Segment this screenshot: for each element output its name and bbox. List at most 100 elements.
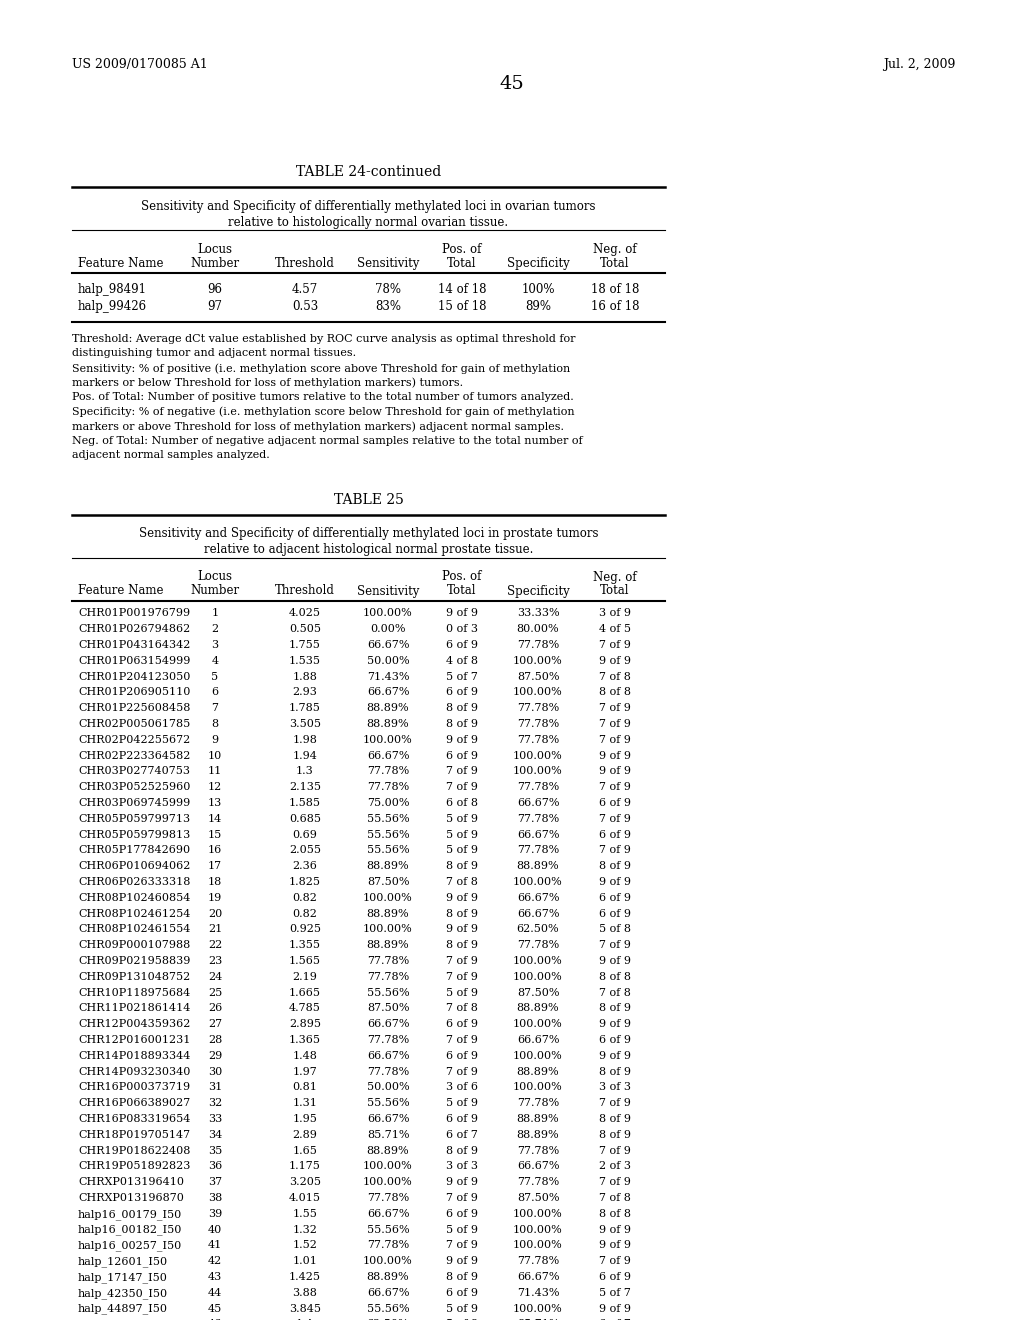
Text: 43: 43 xyxy=(208,1272,222,1282)
Text: 100.00%: 100.00% xyxy=(513,1304,563,1313)
Text: 80.00%: 80.00% xyxy=(517,624,559,635)
Text: 6 of 9: 6 of 9 xyxy=(599,908,631,919)
Text: 55.56%: 55.56% xyxy=(367,846,410,855)
Text: 77.78%: 77.78% xyxy=(517,640,559,649)
Text: 0 of 3: 0 of 3 xyxy=(446,624,478,635)
Text: 66.67%: 66.67% xyxy=(367,640,410,649)
Text: 66.67%: 66.67% xyxy=(517,892,559,903)
Text: 77.78%: 77.78% xyxy=(517,1257,559,1266)
Text: Threshold: Average dCt value established by ROC curve analysis as optimal thresh: Threshold: Average dCt value established… xyxy=(72,334,575,345)
Text: 77.78%: 77.78% xyxy=(367,956,410,966)
Text: 1.825: 1.825 xyxy=(289,876,321,887)
Text: 29: 29 xyxy=(208,1051,222,1061)
Text: 37: 37 xyxy=(208,1177,222,1187)
Text: 9 of 9: 9 of 9 xyxy=(446,735,478,744)
Text: 7 of 9: 7 of 9 xyxy=(446,783,478,792)
Text: 100.00%: 100.00% xyxy=(364,924,413,935)
Text: 88.89%: 88.89% xyxy=(367,1146,410,1156)
Text: 8 of 9: 8 of 9 xyxy=(446,704,478,713)
Text: 66.67%: 66.67% xyxy=(367,1019,410,1030)
Text: halp_44897_I50: halp_44897_I50 xyxy=(78,1304,168,1315)
Text: relative to adjacent histological normal prostate tissue.: relative to adjacent histological normal… xyxy=(204,544,534,557)
Text: Threshold: Threshold xyxy=(275,585,335,598)
Text: 0.69: 0.69 xyxy=(293,830,317,840)
Text: 3 of 3: 3 of 3 xyxy=(446,1162,478,1171)
Text: 7 of 9: 7 of 9 xyxy=(599,735,631,744)
Text: CHR08P102461554: CHR08P102461554 xyxy=(78,924,190,935)
Text: 6 of 9: 6 of 9 xyxy=(446,1209,478,1218)
Text: 78%: 78% xyxy=(375,282,401,296)
Text: 7 of 9: 7 of 9 xyxy=(446,956,478,966)
Text: 0.53: 0.53 xyxy=(292,300,318,313)
Text: 26: 26 xyxy=(208,1003,222,1014)
Text: 23: 23 xyxy=(208,956,222,966)
Text: relative to histologically normal ovarian tissue.: relative to histologically normal ovaria… xyxy=(228,216,509,228)
Text: 1.175: 1.175 xyxy=(289,1162,321,1171)
Text: CHR09P131048752: CHR09P131048752 xyxy=(78,972,190,982)
Text: 14 of 18: 14 of 18 xyxy=(437,282,486,296)
Text: 9 of 9: 9 of 9 xyxy=(599,956,631,966)
Text: 55.56%: 55.56% xyxy=(367,814,410,824)
Text: CHR16P000373719: CHR16P000373719 xyxy=(78,1082,190,1093)
Text: 9 of 9: 9 of 9 xyxy=(599,1225,631,1234)
Text: 17: 17 xyxy=(208,861,222,871)
Text: 15: 15 xyxy=(208,830,222,840)
Text: Neg. of: Neg. of xyxy=(593,570,637,583)
Text: 66.67%: 66.67% xyxy=(517,1272,559,1282)
Text: 1.88: 1.88 xyxy=(293,672,317,681)
Text: 3 of 3: 3 of 3 xyxy=(599,1082,631,1093)
Text: 2.135: 2.135 xyxy=(289,783,321,792)
Text: halp_42350_I50: halp_42350_I50 xyxy=(78,1288,168,1299)
Text: 30: 30 xyxy=(208,1067,222,1077)
Text: 3.845: 3.845 xyxy=(289,1304,321,1313)
Text: 8 of 9: 8 of 9 xyxy=(599,1003,631,1014)
Text: 7 of 9: 7 of 9 xyxy=(599,1098,631,1109)
Text: CHR05P059799813: CHR05P059799813 xyxy=(78,830,190,840)
Text: 44: 44 xyxy=(208,1288,222,1298)
Text: 85.71%: 85.71% xyxy=(367,1130,410,1140)
Text: 77.78%: 77.78% xyxy=(517,814,559,824)
Text: 16: 16 xyxy=(208,846,222,855)
Text: 88.89%: 88.89% xyxy=(367,704,410,713)
Text: 8 of 8: 8 of 8 xyxy=(599,1209,631,1218)
Text: halp16_00257_I50: halp16_00257_I50 xyxy=(78,1241,182,1251)
Text: 7 of 9: 7 of 9 xyxy=(599,940,631,950)
Text: 4: 4 xyxy=(211,656,218,665)
Text: CHRXP013196410: CHRXP013196410 xyxy=(78,1177,184,1187)
Text: 7 of 8: 7 of 8 xyxy=(599,987,631,998)
Text: 88.89%: 88.89% xyxy=(367,861,410,871)
Text: Number: Number xyxy=(190,585,240,598)
Text: 9 of 9: 9 of 9 xyxy=(599,1304,631,1313)
Text: 7 of 9: 7 of 9 xyxy=(599,704,631,713)
Text: 24: 24 xyxy=(208,972,222,982)
Text: 87.50%: 87.50% xyxy=(517,1193,559,1203)
Text: 2 of 3: 2 of 3 xyxy=(599,1162,631,1171)
Text: 87.50%: 87.50% xyxy=(517,672,559,681)
Text: 1.355: 1.355 xyxy=(289,940,321,950)
Text: CHR06P026333318: CHR06P026333318 xyxy=(78,876,190,887)
Text: 8 of 9: 8 of 9 xyxy=(446,719,478,729)
Text: 77.78%: 77.78% xyxy=(517,735,559,744)
Text: 9 of 9: 9 of 9 xyxy=(599,876,631,887)
Text: 77.78%: 77.78% xyxy=(517,719,559,729)
Text: 2: 2 xyxy=(211,624,218,635)
Text: 1.535: 1.535 xyxy=(289,656,321,665)
Text: 66.67%: 66.67% xyxy=(517,1162,559,1171)
Text: CHR02P005061785: CHR02P005061785 xyxy=(78,719,190,729)
Text: 71.43%: 71.43% xyxy=(367,672,410,681)
Text: 88.89%: 88.89% xyxy=(517,1130,559,1140)
Text: CHR03P069745999: CHR03P069745999 xyxy=(78,799,190,808)
Text: halp_99426: halp_99426 xyxy=(78,300,147,313)
Text: 77.78%: 77.78% xyxy=(517,1098,559,1109)
Text: 9 of 9: 9 of 9 xyxy=(599,751,631,760)
Text: 9 of 9: 9 of 9 xyxy=(446,924,478,935)
Text: CHR16P083319654: CHR16P083319654 xyxy=(78,1114,190,1125)
Text: 55.56%: 55.56% xyxy=(367,987,410,998)
Text: 16 of 18: 16 of 18 xyxy=(591,300,639,313)
Text: 66.67%: 66.67% xyxy=(367,1051,410,1061)
Text: 7 of 9: 7 of 9 xyxy=(446,1035,478,1045)
Text: CHR18P019705147: CHR18P019705147 xyxy=(78,1130,190,1140)
Text: 5 of 7: 5 of 7 xyxy=(599,1288,631,1298)
Text: 100.00%: 100.00% xyxy=(513,1241,563,1250)
Text: markers or above Threshold for loss of methylation markers) adjacent normal samp: markers or above Threshold for loss of m… xyxy=(72,421,564,432)
